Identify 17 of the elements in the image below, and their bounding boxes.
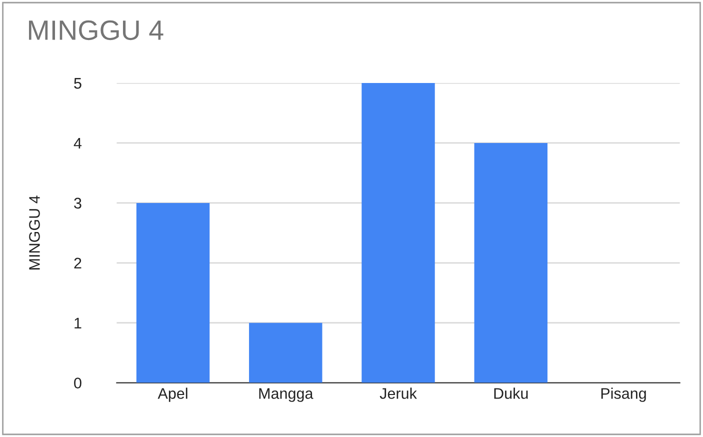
chart-title: MINGGU 4 xyxy=(28,20,164,40)
bar xyxy=(249,322,322,383)
bar xyxy=(474,142,548,383)
y-tick-label: 3 xyxy=(74,198,82,209)
y-axis-title: MINGGU 4 xyxy=(29,196,40,270)
bar xyxy=(362,83,435,383)
x-tick-label: Apel xyxy=(158,388,188,402)
bar xyxy=(136,202,210,383)
y-tick-label: 5 xyxy=(74,78,82,89)
x-tick-label: Duku xyxy=(494,388,528,399)
y-tick-label: 4 xyxy=(74,138,82,149)
x-tick-label: Mangga xyxy=(259,388,314,402)
x-tick-label: Jeruk xyxy=(380,388,417,399)
y-tick-label: 2 xyxy=(74,258,82,268)
y-tick-label: 0 xyxy=(74,378,82,388)
y-tick-label: 1 xyxy=(74,318,82,328)
x-tick-label: Pisang xyxy=(601,388,646,402)
